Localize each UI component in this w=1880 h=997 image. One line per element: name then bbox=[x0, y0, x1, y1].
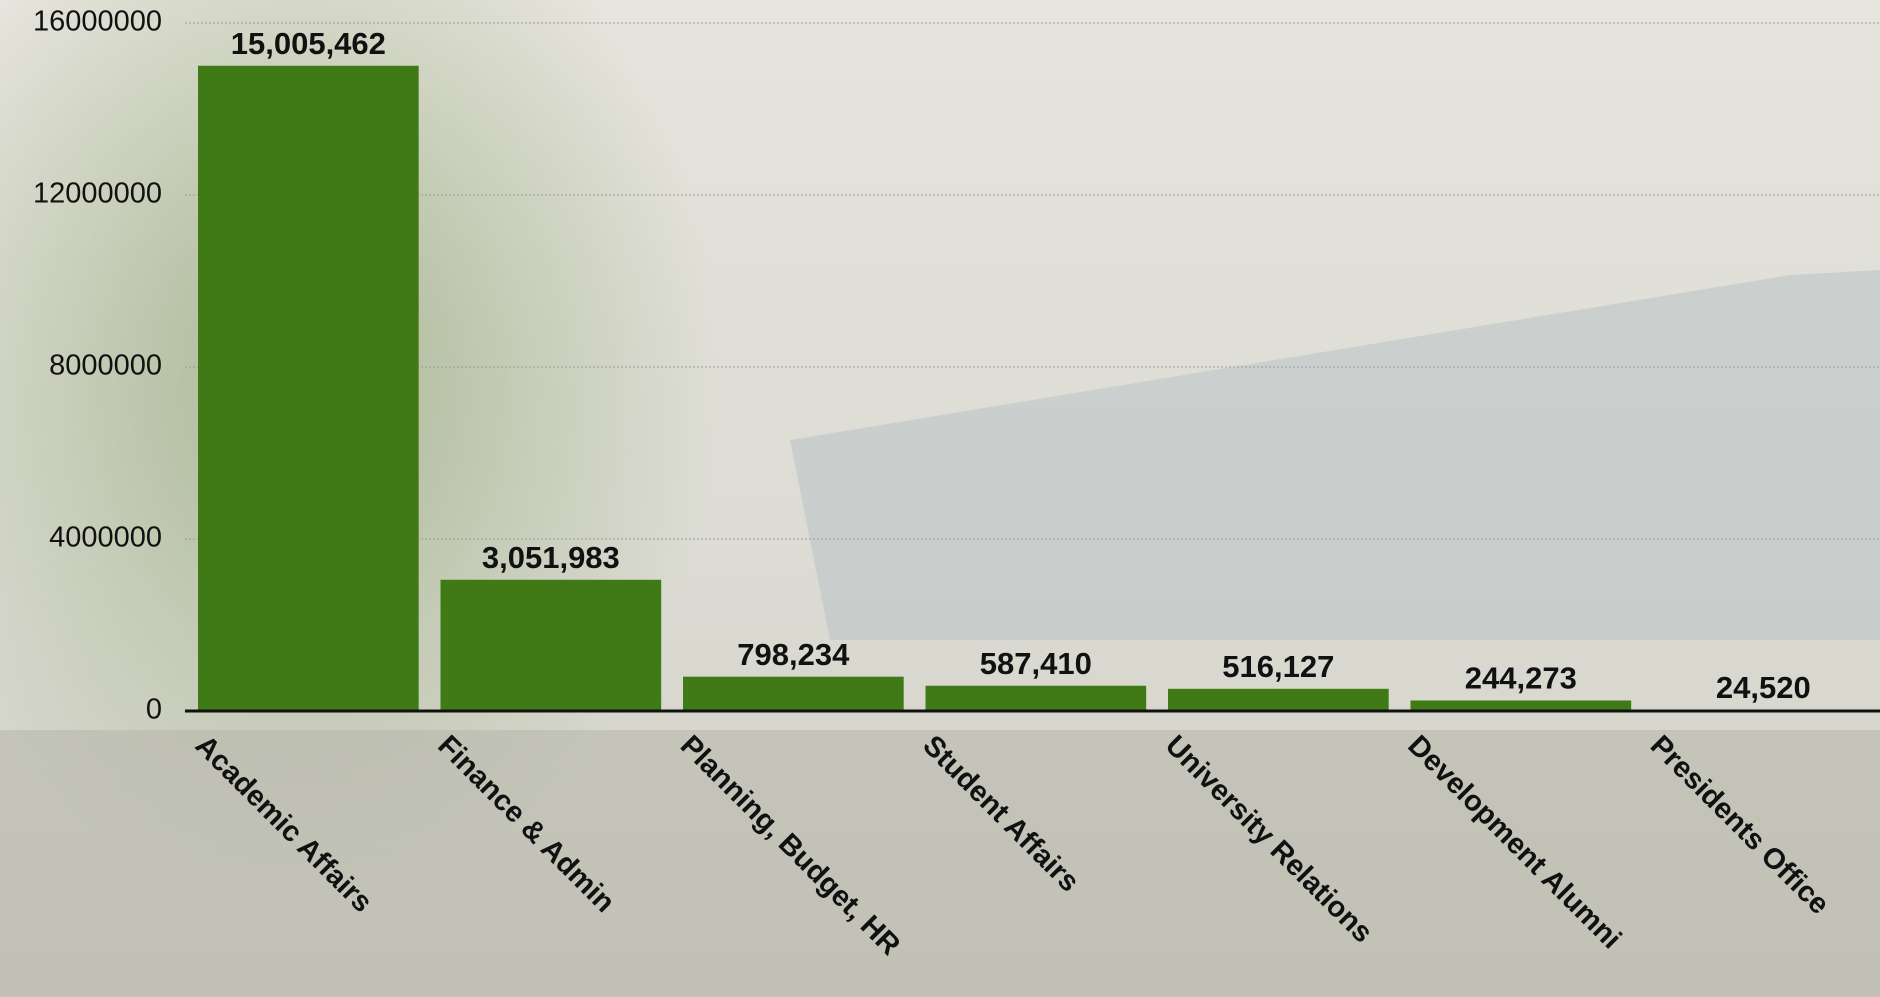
value-label: 3,051,983 bbox=[482, 540, 620, 575]
bar bbox=[198, 65, 419, 711]
y-tick-label: 4000000 bbox=[49, 522, 162, 554]
bar bbox=[925, 685, 1147, 711]
bar bbox=[440, 579, 662, 711]
bar bbox=[683, 676, 904, 711]
value-label: 516,127 bbox=[1222, 649, 1334, 684]
y-tick-label: 0 bbox=[146, 694, 162, 726]
value-label: 24,520 bbox=[1716, 670, 1811, 705]
value-label: 798,234 bbox=[737, 637, 850, 672]
value-label: 244,273 bbox=[1465, 661, 1577, 696]
y-tick-label: 8000000 bbox=[49, 350, 162, 382]
bar bbox=[1168, 688, 1389, 711]
bar bbox=[1410, 700, 1632, 711]
y-tick-label: 12000000 bbox=[33, 178, 162, 210]
value-label: 15,005,462 bbox=[231, 26, 386, 61]
background-building bbox=[790, 270, 1880, 640]
value-label: 587,410 bbox=[980, 646, 1092, 681]
y-tick-label: 16000000 bbox=[33, 6, 162, 38]
background-crowd bbox=[0, 730, 1880, 997]
